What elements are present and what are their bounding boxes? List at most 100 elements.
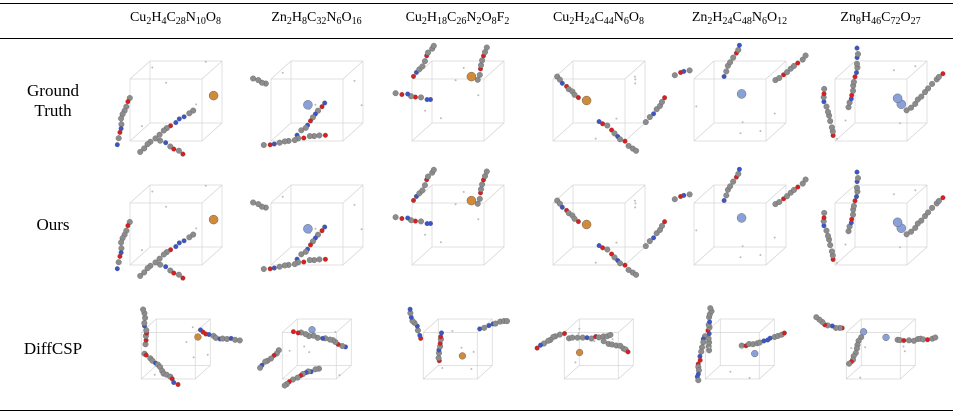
atom xyxy=(634,76,636,78)
atom xyxy=(504,318,510,324)
atom xyxy=(633,272,639,278)
cell-edge xyxy=(484,185,504,203)
cell-edge xyxy=(484,247,504,265)
atom xyxy=(933,335,939,341)
atom xyxy=(854,185,860,191)
atom xyxy=(736,171,742,177)
atom xyxy=(463,67,465,69)
atom xyxy=(484,169,490,175)
atom xyxy=(737,167,742,172)
atom xyxy=(268,143,273,148)
unit-cell xyxy=(271,185,363,265)
atom xyxy=(192,326,194,328)
atom xyxy=(193,356,195,358)
atom xyxy=(205,61,207,63)
cell-edge xyxy=(835,247,855,265)
atom xyxy=(634,206,636,208)
atom xyxy=(796,61,801,66)
atom xyxy=(165,206,167,208)
cell-edge xyxy=(694,247,714,265)
metal-atom xyxy=(195,334,202,341)
atom xyxy=(740,256,742,258)
atom xyxy=(292,137,298,143)
cell-edge xyxy=(766,123,786,141)
metal-atom xyxy=(883,334,890,341)
atom xyxy=(303,346,305,348)
atom xyxy=(431,43,437,49)
unit-cell xyxy=(130,185,222,265)
atom xyxy=(850,212,856,218)
atom xyxy=(854,70,859,75)
cell-edge xyxy=(553,247,573,265)
cell-edge xyxy=(202,247,222,265)
atom xyxy=(126,223,131,228)
atom xyxy=(299,128,305,134)
atom xyxy=(941,195,946,200)
atom xyxy=(782,331,787,336)
atom xyxy=(261,142,267,148)
cell-edge xyxy=(694,61,714,79)
atom xyxy=(479,182,485,188)
atom xyxy=(272,142,277,147)
atom xyxy=(925,86,931,92)
atom xyxy=(672,196,678,202)
atom xyxy=(479,58,485,64)
atom xyxy=(729,371,731,373)
atom xyxy=(154,374,156,376)
crystal-render xyxy=(528,165,669,285)
atom xyxy=(176,148,182,154)
atom xyxy=(334,331,336,333)
atom xyxy=(237,338,243,344)
atom xyxy=(919,94,925,100)
atom xyxy=(165,82,167,84)
crystal-render xyxy=(528,41,669,161)
atom xyxy=(418,95,424,101)
crystal-render xyxy=(387,289,528,409)
atom xyxy=(418,219,424,225)
atom xyxy=(257,365,263,371)
atom xyxy=(161,252,167,258)
atom xyxy=(777,199,783,205)
atom xyxy=(845,244,847,246)
atom xyxy=(118,130,123,135)
atom xyxy=(405,92,410,97)
atom xyxy=(893,69,895,71)
atom xyxy=(181,276,186,281)
unit-cell xyxy=(271,61,363,141)
row-label: DiffCSP xyxy=(8,339,98,359)
atom xyxy=(256,77,262,83)
atom xyxy=(118,116,124,122)
atom xyxy=(320,228,325,233)
atom xyxy=(361,228,363,230)
atom xyxy=(296,331,301,336)
atom xyxy=(425,97,430,102)
atom xyxy=(730,179,736,185)
cell-edge xyxy=(271,185,291,203)
atom xyxy=(302,136,307,141)
cell-edge xyxy=(553,123,573,141)
crystal-render xyxy=(387,165,528,285)
atom xyxy=(207,354,209,356)
cell-edge xyxy=(907,61,927,79)
atom xyxy=(171,380,176,385)
atom xyxy=(662,95,667,100)
cell-edge xyxy=(343,123,363,141)
atom xyxy=(182,239,187,244)
atom xyxy=(902,338,907,343)
cell-edge xyxy=(343,61,363,79)
atom xyxy=(314,104,316,106)
unit-cell xyxy=(130,61,222,141)
atom xyxy=(617,137,623,143)
crystal-render xyxy=(810,289,951,409)
atom xyxy=(578,333,580,335)
row-label: Ground Truth xyxy=(8,81,98,121)
atom xyxy=(759,130,761,132)
atom xyxy=(633,148,639,154)
unit-cell xyxy=(694,61,786,141)
atom xyxy=(941,71,946,76)
atom xyxy=(854,194,859,199)
crystal-render xyxy=(669,289,810,409)
atom xyxy=(914,65,916,67)
atom xyxy=(920,337,926,343)
atom xyxy=(451,330,453,332)
